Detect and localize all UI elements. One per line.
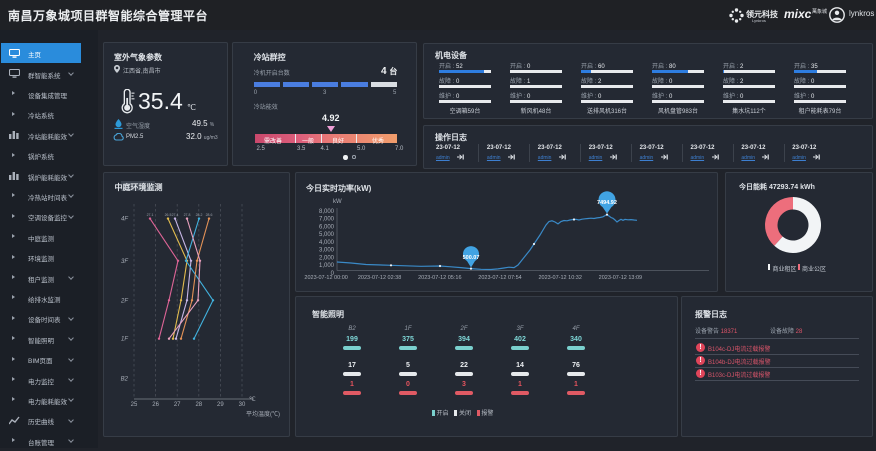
svg-text:8,000: 8,000	[319, 209, 335, 215]
svg-text:500.07: 500.07	[463, 255, 480, 261]
svg-text:26.5: 26.5	[165, 213, 172, 217]
svg-text:kW: kW	[333, 199, 342, 205]
svg-text:2023-07-12 07:54: 2023-07-12 07:54	[478, 275, 521, 281]
svg-text:B2: B2	[121, 376, 129, 382]
svg-text:5,000: 5,000	[319, 232, 335, 238]
svg-text:2023-07-12 02:38: 2023-07-12 02:38	[358, 275, 401, 281]
svg-text:2,000: 2,000	[319, 255, 335, 261]
svg-text:25: 25	[131, 402, 138, 408]
svg-text:2023-07-12 00:00: 2023-07-12 00:00	[304, 275, 347, 281]
svg-text:2023-07-12 10:32: 2023-07-12 10:32	[538, 275, 581, 281]
svg-text:26: 26	[152, 402, 159, 408]
svg-text:4F: 4F	[121, 217, 128, 223]
svg-text:2023-07-12 13:09: 2023-07-12 13:09	[599, 275, 642, 281]
svg-text:28.2: 28.2	[196, 213, 203, 217]
svg-text:7,000: 7,000	[319, 217, 335, 223]
svg-text:27.8: 27.8	[184, 213, 191, 217]
svg-text:2023-07-12 05:16: 2023-07-12 05:16	[418, 275, 461, 281]
svg-text:28.6: 28.6	[206, 213, 213, 217]
svg-text:27.1: 27.1	[147, 213, 154, 217]
svg-text:1F: 1F	[121, 337, 128, 343]
svg-text:℃: ℃	[249, 397, 256, 403]
svg-text:27.4: 27.4	[172, 213, 179, 217]
svg-text:0: 0	[331, 271, 335, 277]
svg-text:27: 27	[174, 402, 181, 408]
svg-text:2F: 2F	[120, 298, 128, 304]
svg-text:3,000: 3,000	[319, 248, 335, 254]
svg-text:3F: 3F	[121, 259, 128, 265]
svg-text:6,000: 6,000	[319, 224, 335, 230]
svg-text:7494.92: 7494.92	[597, 200, 617, 206]
svg-text:29: 29	[217, 402, 224, 408]
svg-text:30: 30	[239, 402, 246, 408]
svg-text:28: 28	[195, 402, 202, 408]
svg-text:1,000: 1,000	[319, 263, 335, 269]
svg-text:平均温度(℃): 平均温度(℃)	[246, 410, 280, 418]
svg-text:4,000: 4,000	[319, 240, 335, 246]
